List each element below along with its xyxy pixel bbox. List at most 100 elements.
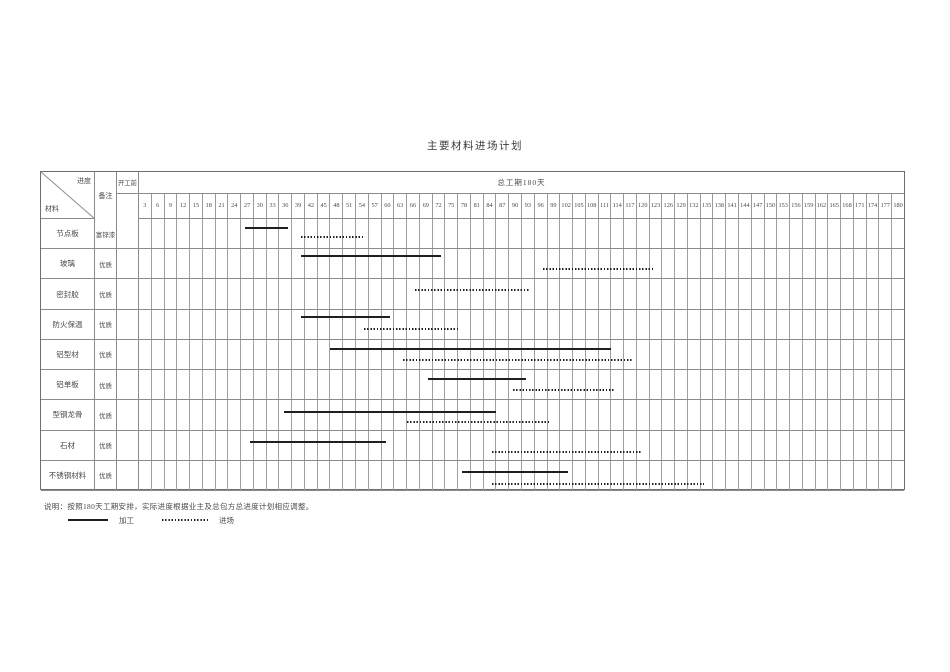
day-tick: 3 — [139, 194, 152, 218]
day-grid-cell — [841, 219, 854, 249]
day-grid-cell — [305, 279, 318, 309]
day-grid-cell — [318, 430, 331, 460]
material-remark: 富锌漆 — [95, 219, 117, 249]
day-grid-cell — [637, 309, 650, 339]
day-tick: 174 — [867, 194, 880, 218]
day-grid-cell — [879, 370, 893, 400]
day-grid-cell — [548, 430, 561, 460]
day-grid-cell — [484, 370, 497, 400]
day-grid-cell — [203, 219, 216, 249]
day-grid-cell — [318, 339, 331, 370]
day-grid-cell — [165, 370, 178, 400]
day-tick: 39 — [292, 194, 305, 218]
day-grid-cell — [816, 339, 829, 370]
day-grid-cell — [190, 460, 203, 490]
day-grid-cell — [279, 430, 293, 460]
day-grid-cell — [330, 309, 344, 339]
day-grid-cell — [739, 430, 752, 460]
day-grid-cell — [407, 460, 420, 490]
day-grid-cell — [816, 370, 829, 400]
day-grid-cell — [471, 279, 484, 309]
day-grid-cell — [637, 430, 650, 460]
day-grid-cell — [828, 430, 842, 460]
day-grid-cell — [407, 219, 420, 249]
day-grid-cell — [586, 370, 599, 400]
day-tick: 105 — [573, 194, 586, 218]
day-grid-cell — [854, 219, 867, 249]
day-grid-cell — [599, 309, 612, 339]
day-grid-cell — [152, 400, 165, 430]
day-grid-cell — [777, 460, 791, 490]
day-grid-cell — [139, 430, 152, 460]
day-tick: 132 — [688, 194, 701, 218]
day-grid-cell — [484, 339, 497, 370]
day-grid-cell — [407, 339, 420, 370]
day-grid-cell — [867, 400, 880, 430]
material-remark: 优质 — [95, 370, 117, 400]
day-grid-cell — [777, 370, 791, 400]
day-grid-cell — [330, 460, 344, 490]
day-grid-cell — [254, 219, 267, 249]
day-grid-cell — [688, 309, 701, 339]
day-tick: 87 — [496, 194, 510, 218]
day-grid-cell — [777, 339, 791, 370]
day-tick: 96 — [535, 194, 548, 218]
day-grid-cell — [433, 249, 446, 279]
day-grid-cell — [241, 460, 254, 490]
day-grid-cell — [803, 400, 816, 430]
day-tick: 63 — [394, 194, 408, 218]
day-grid-cell — [445, 339, 459, 370]
day-grid-cell — [867, 460, 880, 490]
day-grid-cell — [624, 460, 637, 490]
day-grid-cell — [228, 249, 242, 279]
day-grid-cell — [216, 249, 229, 279]
day-grid-cell — [675, 400, 688, 430]
day-grid-cell — [879, 219, 893, 249]
day-grid-cell — [790, 279, 803, 309]
day-grid-cell — [867, 430, 880, 460]
day-grid-cell — [279, 339, 293, 370]
day-grid-cell — [305, 400, 318, 430]
day-grid-cell — [892, 249, 904, 278]
day-tick: 135 — [701, 194, 714, 218]
day-grid-cell — [305, 460, 318, 490]
day-grid-cell — [509, 370, 522, 400]
day-grid-cell — [892, 219, 904, 248]
day-grid-cell — [484, 219, 497, 249]
day-tick: 90 — [509, 194, 522, 218]
day-grid-cell — [203, 370, 216, 400]
day-grid-cell — [548, 339, 561, 370]
day-tick: 147 — [752, 194, 765, 218]
day-grid-cell — [828, 339, 842, 370]
day-grid-cell — [828, 249, 842, 279]
day-grid-cell — [420, 460, 433, 490]
day-grid-cell — [330, 249, 344, 279]
day-grid-cell — [752, 219, 765, 249]
day-grid-cell — [573, 370, 586, 400]
day-tick: 123 — [650, 194, 663, 218]
day-grid-cell — [139, 249, 152, 279]
day-grid-cell — [560, 249, 574, 279]
day-grid-cell — [650, 460, 663, 490]
day-grid-cell — [662, 279, 676, 309]
day-grid-cell — [177, 370, 191, 400]
day-tick: 9 — [165, 194, 178, 218]
day-tick: 51 — [343, 194, 357, 218]
day-grid-cell — [803, 309, 816, 339]
day-grid-cell — [739, 279, 752, 309]
day-grid-cell — [382, 370, 395, 400]
day-grid — [139, 460, 904, 490]
material-row: 型钢龙骨 优质 — [41, 400, 904, 431]
day-grid-cell — [752, 249, 765, 279]
day-grid-cell — [433, 279, 446, 309]
day-grid-cell — [203, 460, 216, 490]
day-grid-cell — [471, 400, 484, 430]
day-grid-cell — [458, 460, 471, 490]
day-grid-cell — [624, 370, 637, 400]
material-row: 节点板 富锌漆 — [41, 219, 904, 250]
day-grid-cell — [254, 309, 267, 339]
day-grid-cell — [599, 279, 612, 309]
day-grid-cell — [241, 339, 254, 370]
day-grid-cell — [216, 370, 229, 400]
day-grid-cell — [369, 249, 382, 279]
